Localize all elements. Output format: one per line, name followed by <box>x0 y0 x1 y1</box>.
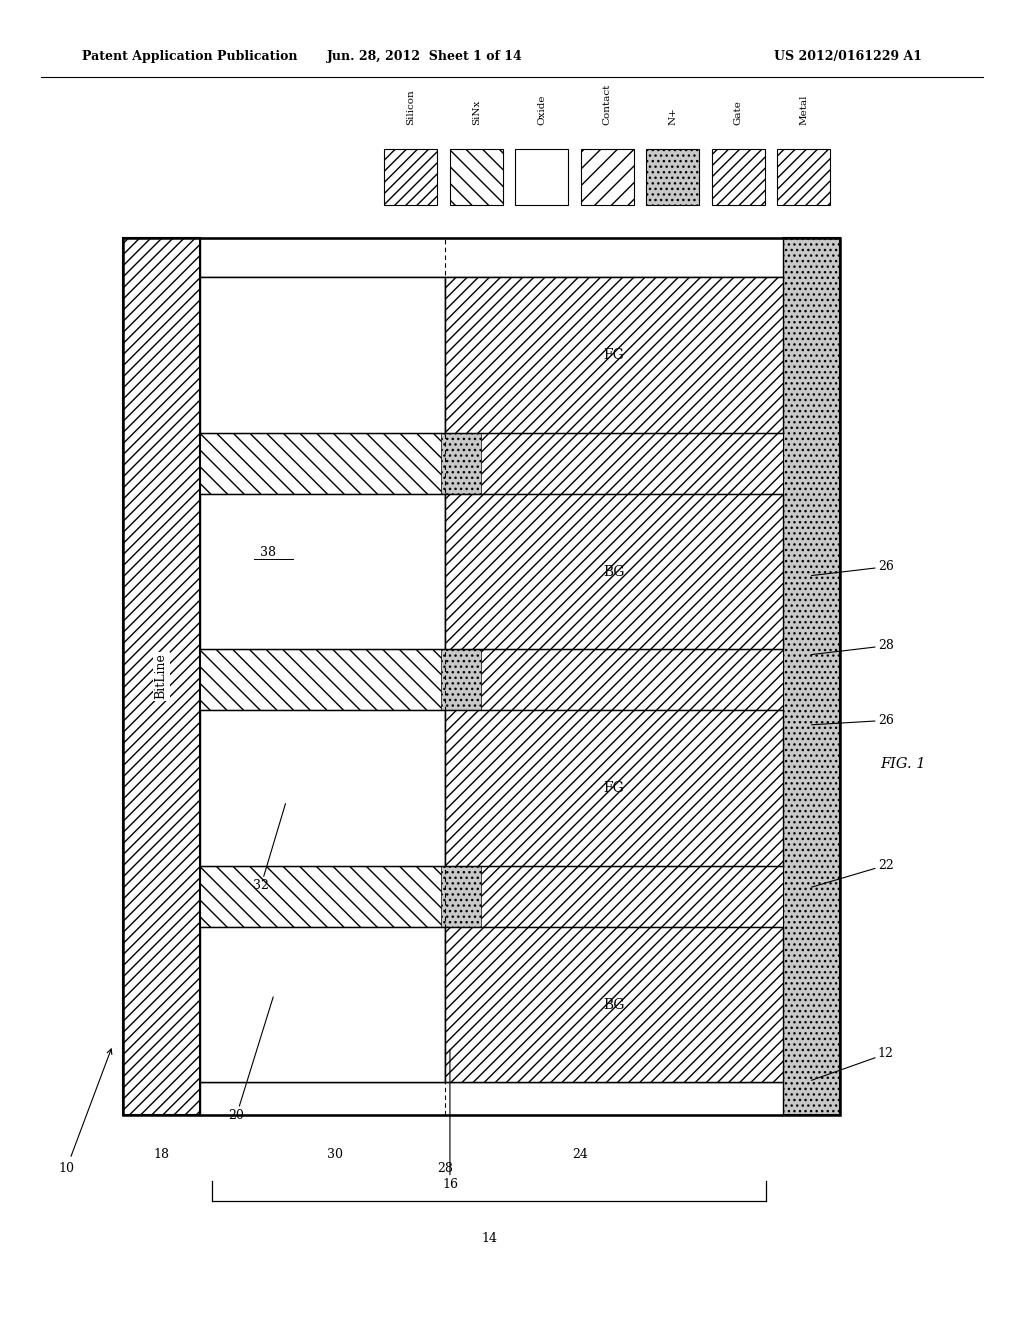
Bar <box>440 649 481 710</box>
Text: FG: FG <box>604 348 625 362</box>
Text: 28: 28 <box>811 639 894 655</box>
Bar <box>444 866 783 927</box>
Bar <box>200 1082 783 1115</box>
Text: 16: 16 <box>442 1049 458 1191</box>
Text: Jun. 28, 2012  Sheet 1 of 14: Jun. 28, 2012 Sheet 1 of 14 <box>327 50 523 63</box>
Bar <box>450 149 503 205</box>
Bar <box>712 149 765 205</box>
Text: SiNx: SiNx <box>472 100 480 125</box>
Text: 12: 12 <box>811 1048 894 1080</box>
Text: 32: 32 <box>253 804 286 892</box>
Text: BitLine: BitLine <box>155 653 168 700</box>
Bar <box>440 433 481 494</box>
Bar <box>783 238 840 1115</box>
Bar <box>444 433 783 494</box>
Text: BG: BG <box>603 998 625 1011</box>
Text: FIG. 1: FIG. 1 <box>881 758 926 771</box>
Text: 20: 20 <box>228 997 273 1122</box>
Bar <box>444 927 783 1082</box>
Text: Gate: Gate <box>734 100 742 125</box>
Bar <box>581 149 634 205</box>
Text: 14: 14 <box>481 1232 498 1245</box>
Text: 22: 22 <box>811 859 894 887</box>
Text: 10: 10 <box>58 1049 112 1175</box>
Text: US 2012/0161229 A1: US 2012/0161229 A1 <box>773 50 922 63</box>
Bar <box>200 710 444 866</box>
Bar <box>200 238 783 277</box>
Bar <box>777 149 830 205</box>
Bar <box>444 494 783 649</box>
Bar <box>200 433 444 494</box>
Text: Metal: Metal <box>800 95 808 125</box>
Text: 28: 28 <box>437 1162 453 1175</box>
Bar <box>123 238 840 1115</box>
Text: BG: BG <box>603 565 625 578</box>
Text: 30: 30 <box>327 1148 342 1162</box>
Bar <box>444 277 783 433</box>
Bar <box>444 710 783 866</box>
Bar <box>515 149 568 205</box>
Text: 38: 38 <box>260 546 276 560</box>
Bar <box>200 649 444 710</box>
Bar <box>200 277 444 433</box>
Bar <box>444 649 783 710</box>
Bar <box>123 238 200 1115</box>
Text: Silicon: Silicon <box>407 90 415 125</box>
Bar <box>200 866 444 927</box>
Text: Patent Application Publication: Patent Application Publication <box>82 50 297 63</box>
Bar <box>200 494 444 649</box>
Bar <box>200 927 444 1082</box>
Bar <box>440 866 481 927</box>
Text: 26: 26 <box>811 714 894 727</box>
Text: 24: 24 <box>572 1148 588 1162</box>
Bar <box>384 149 437 205</box>
Text: Contact: Contact <box>603 84 611 125</box>
Bar <box>646 149 699 205</box>
Text: FG: FG <box>604 781 625 795</box>
Text: 18: 18 <box>154 1148 169 1162</box>
Text: 26: 26 <box>811 560 894 576</box>
Text: Oxide: Oxide <box>538 95 546 125</box>
Text: N+: N+ <box>669 107 677 125</box>
